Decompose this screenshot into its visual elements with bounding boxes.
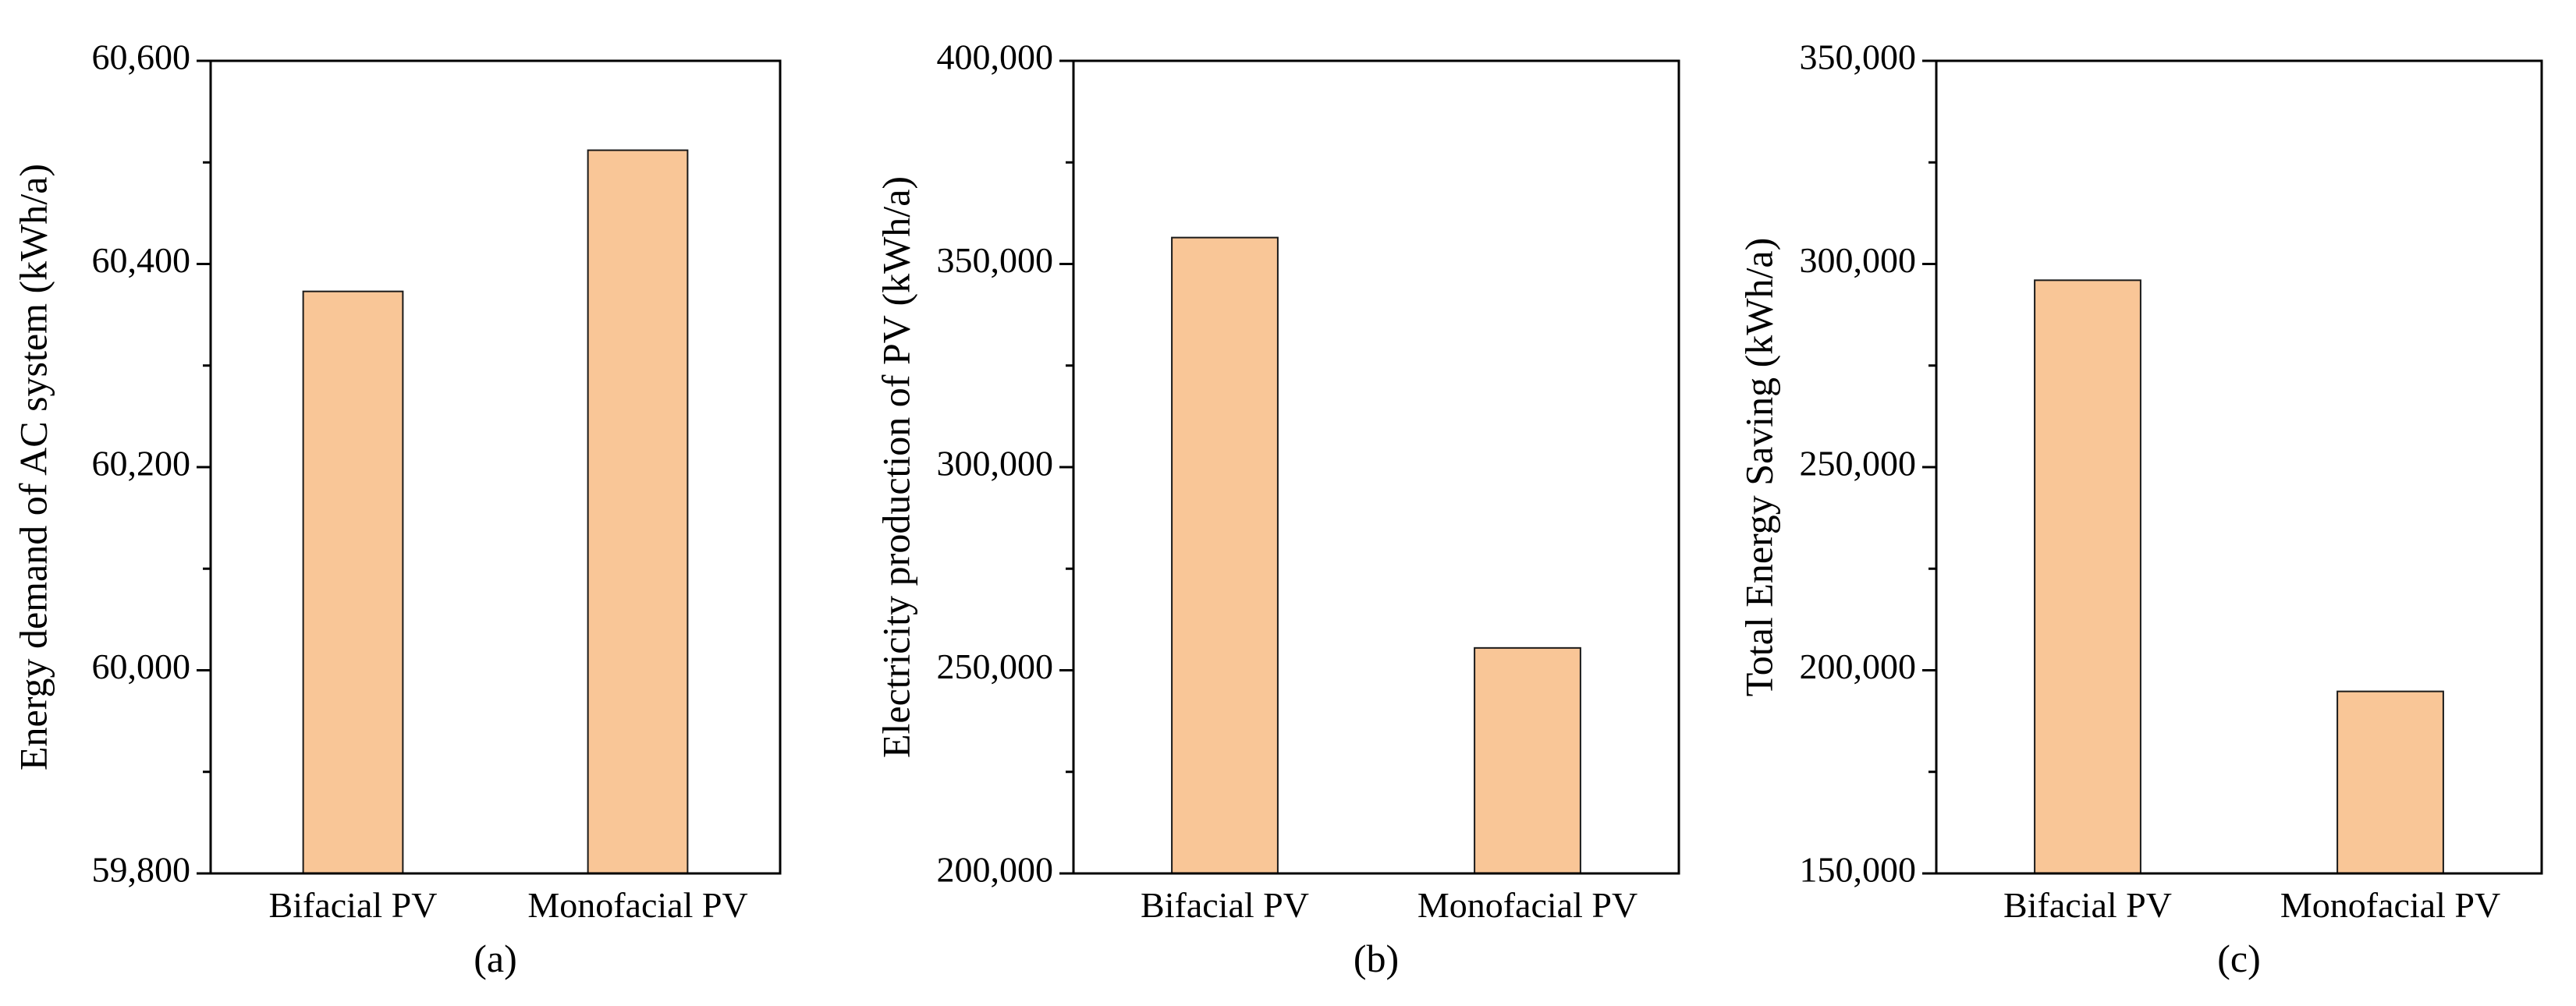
y-axis-title: Energy demand of AC system (kWh/a) [11,164,55,770]
x-category-label: Bifacial PV [1141,885,1309,925]
x-category-label: Bifacial PV [269,885,438,925]
bar-monofacial-pv [2336,690,2444,874]
x-category-label: Monofacial PV [527,885,747,925]
y-tick-label: 350,000 [937,240,1054,280]
chart-panel-3: 150,000 200,000 250,000 300,000 350,000 Bifac… [1737,37,2543,980]
x-category-label: Monofacial PV [1418,885,1637,925]
y-tick-label: 400,000 [937,37,1054,77]
y-tick-label: 250,000 [1800,444,1917,484]
bar-bifacial-pv [2034,279,2141,874]
panel-label: (c) [2217,937,2261,980]
y-tick-label: 350,000 [1800,37,1917,77]
bar-bifacial-pv [1171,236,1279,874]
y-tick-label: 60,400 [92,240,191,280]
y-tick-label: 200,000 [1800,646,1917,686]
y-tick-label: 200,000 [937,850,1054,890]
y-axis-title: Electricity production of PV (kWh/a) [874,176,917,758]
y-tick-label: 60,000 [92,646,191,686]
x-category-label: Bifacial PV [2003,885,2172,925]
y-tick-label: 300,000 [1800,240,1917,280]
y-tick-label: 60,200 [92,444,191,484]
panel-label: (a) [474,937,517,980]
bar-monofacial-pv [587,149,689,874]
bar-monofacial-pv [1474,646,1581,874]
y-tick-label: 300,000 [937,444,1054,484]
y-tick-label: 60,600 [92,37,191,77]
axis-frame [1072,59,1680,875]
y-tick-label: 250,000 [937,646,1054,686]
axis-frame [209,59,782,875]
axis-frame [1935,59,2543,875]
y-tick-label: 59,800 [92,850,191,890]
chart-panel-1: 59,800 60,000 60,200 60,400 60,600 Bifacial P… [11,37,782,980]
bar-bifacial-pv [302,290,404,875]
y-tick-label: 150,000 [1800,850,1917,890]
y-axis-title: Total Energy Saving (kWh/a) [1737,238,1780,696]
panel-label: (b) [1354,937,1399,980]
chart-panel-2: 200,000 250,000 300,000 350,000 400,000 Bifac… [874,37,1680,980]
x-category-label: Monofacial PV [2280,885,2500,925]
